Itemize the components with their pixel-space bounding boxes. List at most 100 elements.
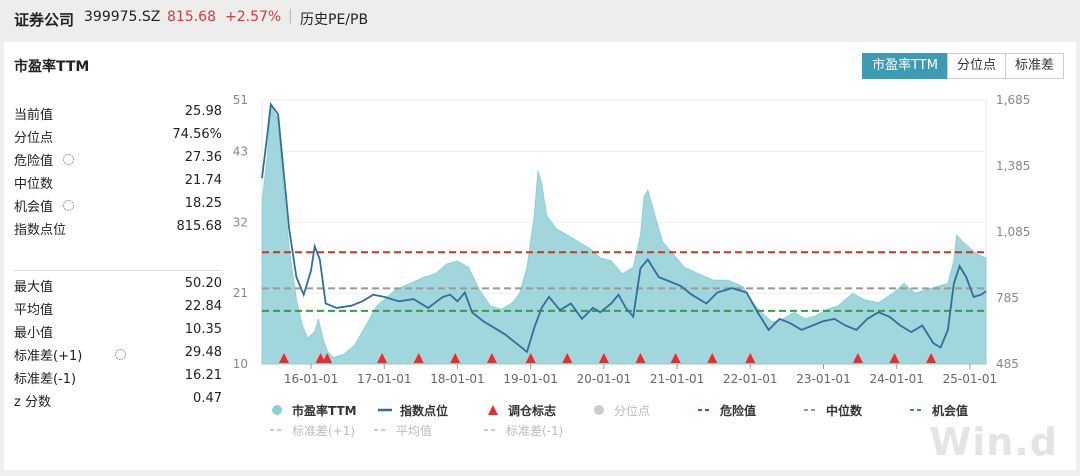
rebalance-marker — [852, 353, 863, 363]
stat-value: 18.25 — [184, 196, 222, 211]
rebalance-marker — [926, 353, 937, 363]
rebalance-marker — [745, 353, 756, 363]
index-change: +2.57% — [225, 9, 282, 25]
settings-icon[interactable] — [115, 349, 126, 360]
stat-label: 平均值 — [14, 303, 54, 318]
legend-symbol — [488, 405, 498, 415]
stat-label: 分位点 — [14, 131, 54, 146]
stat-row: 分位点 74.56% — [14, 127, 222, 149]
rebalance-marker — [562, 353, 573, 363]
history-pe-pb-link[interactable]: 历史PE/PB — [300, 12, 369, 28]
x-tick-label: 25-01-01 — [943, 372, 997, 386]
stat-row: 最小值 10.35 — [14, 322, 222, 344]
stat-label: 机会值 — [14, 200, 54, 215]
pe-chart: 10 21 32 43 51 485 785 1,085 1,385 1,685 16-01-01 1… — [233, 93, 1031, 438]
stat-row: 危险值 27.36 — [14, 150, 222, 172]
legend-symbol — [272, 405, 282, 415]
x-tick-label: 21-01-01 — [650, 372, 704, 386]
stat-label: 当前值 — [14, 108, 54, 123]
stat-row: 机会值 18.25 — [14, 196, 222, 218]
stat-value: 16.21 — [184, 368, 222, 383]
index-price: 815.68 — [167, 9, 216, 25]
stat-value: 0.47 — [193, 391, 222, 406]
stat-row: 最大值 50.20 — [14, 276, 222, 298]
legend-label: 指数点位 — [400, 403, 448, 418]
legend-label: 平均值 — [396, 423, 432, 438]
legend-label: 危险值 — [719, 403, 756, 418]
legend-label: 分位点 — [614, 403, 650, 418]
stat-value: 25.98 — [184, 104, 222, 119]
valuation-panel: 市盈率TTM 市盈率TTM 分位点 标准差 当前值 25.98 分位点 74.56% 危… — [4, 42, 1076, 470]
y-left-tick-label: 51 — [233, 93, 248, 107]
stat-row: 当前值 25.98 — [14, 104, 222, 126]
x-tick-label: 24-01-01 — [869, 372, 923, 386]
header-divider: | — [288, 8, 293, 24]
settings-icon[interactable] — [63, 154, 74, 165]
x-tick-label: 22-01-01 — [723, 372, 777, 386]
legend-symbol — [594, 405, 604, 415]
x-tick-label: 17-01-01 — [357, 372, 411, 386]
stat-value: 29.48 — [184, 345, 222, 360]
stat-row: 平均值 22.84 — [14, 299, 222, 321]
stat-row: 指数点位 815.68 — [14, 219, 222, 241]
index-line — [261, 102, 987, 354]
rebalance-marker — [670, 353, 681, 363]
stats-divider — [14, 270, 222, 271]
panel-title: 市盈率TTM — [14, 59, 90, 75]
y-right-tick-label: 1,085 — [996, 225, 1030, 239]
stat-label: 最小值 — [14, 326, 54, 341]
x-tick-label: 19-01-01 — [503, 372, 557, 386]
rebalance-marker — [377, 353, 388, 363]
y-left-tick-label: 10 — [233, 357, 248, 371]
y-left-tick-label: 43 — [233, 145, 248, 159]
stat-label: 危险值 — [14, 154, 54, 169]
y-right-tick-label: 1,685 — [996, 93, 1030, 107]
wind-watermark: Win.d — [929, 420, 1058, 464]
stat-label: 标准差(+1) — [14, 349, 83, 364]
legend-label: 调仓标志 — [508, 403, 556, 418]
x-tick-label: 20-01-01 — [577, 372, 631, 386]
index-code: 399975.SZ — [84, 9, 161, 25]
rebalance-marker — [450, 353, 461, 363]
stat-value: 27.36 — [184, 150, 222, 165]
stat-value: 74.56% — [172, 127, 222, 142]
rebalance-marker — [525, 353, 536, 363]
y-left-tick-label: 32 — [233, 215, 248, 229]
rebalance-marker — [413, 353, 424, 363]
stat-label: 中位数 — [14, 177, 54, 192]
x-tick-label: 23-01-01 — [796, 372, 850, 386]
legend-label: 机会值 — [932, 403, 968, 418]
stat-value: 22.84 — [184, 299, 222, 314]
x-tick-label: 18-01-01 — [430, 372, 484, 386]
pe-ttm-area — [261, 104, 987, 365]
stat-label: 最大值 — [14, 280, 54, 295]
stat-value: 50.20 — [184, 276, 222, 291]
rebalance-marker — [315, 353, 326, 363]
y-right-tick-label: 485 — [996, 357, 1019, 371]
stat-label: 指数点位 — [14, 223, 67, 238]
rebalance-marker — [635, 353, 646, 363]
rebalance-marker — [598, 353, 609, 363]
stat-row: 标准差(+1) 29.48 — [14, 345, 222, 367]
index-name: 证券公司 — [14, 11, 75, 29]
rebalance-marker — [486, 353, 497, 363]
legend-label: 标准差(+1) — [292, 424, 355, 438]
tab-std-dev[interactable]: 标准差 — [1004, 53, 1064, 79]
y-right-tick-label: 1,385 — [996, 159, 1030, 173]
stat-value: 815.68 — [176, 219, 223, 234]
rebalance-marker — [322, 353, 333, 363]
rebalance-marker — [889, 353, 900, 363]
rebalance-marker — [707, 353, 718, 363]
rebalance-marker — [278, 353, 289, 363]
y-right-tick-label: 785 — [996, 291, 1019, 305]
settings-icon[interactable] — [63, 200, 74, 211]
stat-row: 中位数 21.74 — [14, 173, 222, 195]
stat-value: 21.74 — [184, 173, 222, 188]
metric-tabs: 市盈率TTM 分位点 标准差 — [862, 53, 1064, 79]
stat-label: 标准差(-1) — [14, 372, 77, 387]
header-bar: 证券公司 399975.SZ 815.68 +2.57% | 历史PE/PB — [0, 0, 1080, 40]
stat-row: 标准差(-1) 16.21 — [14, 368, 222, 390]
legend-label: 标准差(-1) — [506, 424, 563, 438]
y-left-tick-label: 21 — [233, 286, 248, 300]
x-tick-label: 16-01-01 — [284, 372, 338, 386]
